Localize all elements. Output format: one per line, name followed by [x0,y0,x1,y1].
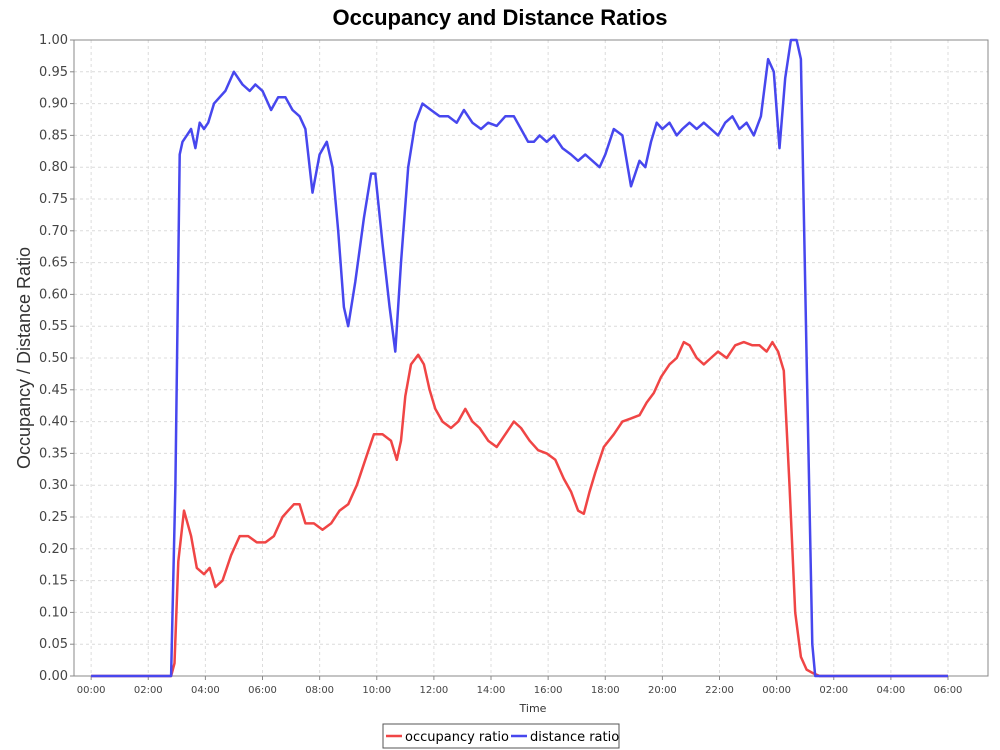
y-tick-label: 0.20 [39,542,68,557]
y-tick-label: 0.55 [39,319,68,334]
y-tick-label: 0.80 [39,160,68,175]
x-tick-label: 08:00 [305,685,334,696]
x-tick-label: 20:00 [648,685,677,696]
y-tick-label: 0.70 [39,224,68,239]
x-tick-label: 02:00 [819,685,848,696]
y-axis: 0.00 0.05 0.10 0.15 0.20 0.25 0.30 0.35 0.40 0.45… [39,33,74,684]
y-tick-label: 0.30 [39,478,68,493]
series-line-distance-ratio [91,38,948,678]
series-lines [91,38,948,678]
x-tick-label: 00:00 [762,685,791,696]
y-tick-label: 0.40 [39,415,68,430]
x-axis-title: Time [519,702,547,715]
x-tick-label: 02:00 [134,685,163,696]
y-tick-label: 0.25 [39,510,68,525]
legend: occupancy ratio distance ratio [382,723,620,749]
y-tick-label: 0.10 [39,605,68,620]
x-tick-label: 14:00 [477,685,506,696]
x-axis: 00:00 02:00 04:00 06:00 08:00 10:00 12:00 14:00… [77,676,963,696]
y-tick-label: 0.90 [39,97,68,112]
chart-title: Occupancy and Distance Ratios [333,5,668,30]
grid [74,40,988,676]
x-tick-label: 22:00 [705,685,734,696]
x-tick-label: 06:00 [248,685,277,696]
x-tick-label: 18:00 [591,685,620,696]
x-tick-label: 06:00 [934,685,963,696]
legend-box [382,723,620,749]
y-tick-label: 1.00 [39,33,68,48]
y-tick-label: 0.95 [39,65,68,80]
legend-label-occupancy: occupancy ratio [405,730,509,745]
x-tick-label: 16:00 [534,685,563,696]
y-tick-label: 0.35 [39,446,68,461]
x-tick-label: 04:00 [191,685,220,696]
y-tick-label: 0.60 [39,287,68,302]
y-tick-label: 0.45 [39,383,68,398]
y-axis-title: Occupancy / Distance Ratio [14,247,34,469]
legend-label-distance: distance ratio [530,730,619,745]
x-tick-label: 10:00 [362,685,391,696]
y-tick-label: 0.85 [39,128,68,143]
series-line-occupancy-ratio [91,340,948,678]
x-tick-label: 12:00 [419,685,448,696]
y-tick-label: 0.05 [39,637,68,652]
y-tick-label: 0.15 [39,574,68,589]
y-tick-label: 0.50 [39,351,68,366]
y-tick-label: 0.65 [39,256,68,271]
y-tick-label: 0.75 [39,192,68,207]
x-tick-label: 00:00 [77,685,106,696]
y-tick-label: 0.00 [39,669,68,684]
x-tick-label: 04:00 [876,685,905,696]
